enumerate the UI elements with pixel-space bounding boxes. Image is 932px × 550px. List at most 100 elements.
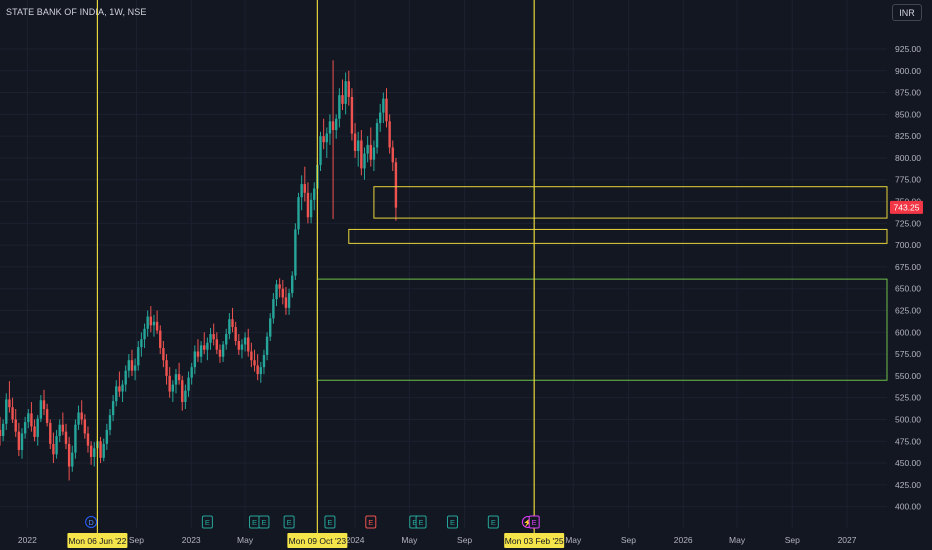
price-tick-label: 825.00 — [895, 131, 921, 141]
candle-body — [243, 337, 247, 345]
candle-body — [155, 321, 159, 331]
candle-body — [375, 123, 379, 148]
candle-body — [17, 431, 21, 450]
candle-body — [168, 375, 171, 392]
candle-body — [209, 334, 212, 343]
event-marker-label: E — [368, 518, 373, 527]
event-marker-label: E — [419, 518, 424, 527]
candle-body — [313, 188, 316, 200]
time-tick-label: May — [237, 535, 254, 545]
price-tick-label: 875.00 — [895, 88, 921, 98]
candle-body — [369, 144, 372, 160]
candle-body — [30, 413, 33, 427]
candle-body — [64, 431, 68, 444]
price-tick-label: 400.00 — [895, 502, 921, 512]
candle-body — [27, 413, 30, 423]
price-axis[interactable]: 925.00 900.00 875.00 850.00 825.00 800.00 775.… — [895, 44, 921, 512]
earnings-marker-icon — [415, 515, 427, 529]
earnings-marker-icon — [487, 515, 499, 529]
candle-body — [105, 429, 109, 444]
candle-body — [297, 197, 300, 230]
candle-body — [20, 433, 24, 450]
price-tick-label: 625.00 — [895, 305, 921, 315]
price-tick-label: 700.00 — [895, 240, 921, 250]
candle-body — [111, 401, 115, 416]
event-marker-label: E — [327, 518, 332, 527]
candle-body — [93, 448, 96, 457]
candle-body — [133, 365, 137, 371]
symbol-title: STATE BANK OF INDIA, 1W, NSE — [6, 7, 147, 17]
candle-body — [287, 293, 291, 308]
candle-body — [124, 370, 127, 385]
candle-body — [49, 422, 52, 444]
candle-body — [234, 327, 237, 342]
candle-body — [284, 297, 288, 308]
candle-body — [372, 147, 376, 160]
date-label-text: Mon 06 Jun '22 — [68, 536, 126, 546]
event-marker-label: E — [261, 518, 266, 527]
candle-body — [228, 319, 231, 335]
candle-body — [45, 409, 49, 423]
date-label-text: Mon 09 Oct '23 — [289, 536, 347, 546]
zone-rectangle — [348, 228, 888, 244]
candle-body — [42, 400, 46, 410]
candle-body — [108, 415, 112, 430]
candle-body — [14, 419, 17, 432]
candle-body — [36, 418, 39, 437]
candle-body — [127, 360, 131, 371]
event-marker-label: ⚡ — [523, 518, 532, 527]
currency-button[interactable]: INR — [892, 4, 922, 21]
candle-body — [130, 360, 134, 371]
candle-body — [253, 360, 256, 366]
candle-body — [187, 377, 190, 391]
candle-body — [174, 374, 178, 385]
price-tick-label: 475.00 — [895, 436, 921, 446]
time-tick-label: 2024 — [346, 535, 365, 545]
candle-body — [382, 98, 385, 113]
time-tick-label: May — [729, 535, 746, 545]
price-tick-label: 775.00 — [895, 175, 921, 185]
time-tick-label: May — [565, 535, 582, 545]
candle-body — [184, 390, 187, 403]
time-tick-label: Sep — [457, 535, 472, 545]
candle-body — [291, 275, 294, 294]
candle-body — [265, 336, 269, 355]
candle-body — [360, 140, 363, 169]
candle-body — [269, 318, 272, 337]
candle-body — [363, 153, 366, 169]
candle-body — [171, 384, 175, 392]
price-tick-label: 575.00 — [895, 349, 921, 359]
candle-body — [259, 367, 263, 375]
earnings-marker-icon — [446, 515, 458, 529]
candle-body — [99, 441, 102, 458]
candle-body — [262, 354, 266, 368]
candle-body — [294, 229, 297, 276]
candle-body — [149, 316, 153, 326]
candle-body — [335, 118, 338, 131]
candle-body — [67, 443, 71, 467]
last-price-text: 743.25 — [894, 202, 920, 212]
candle-body — [250, 351, 253, 361]
candle-body — [256, 365, 259, 375]
candle-body — [344, 81, 347, 104]
candle-body — [61, 424, 65, 432]
candle-body — [306, 192, 310, 218]
candle-body — [325, 133, 328, 143]
candle-body — [218, 349, 222, 357]
candle-body — [146, 316, 149, 329]
candle-body — [181, 380, 184, 403]
time-axis[interactable]: 2022 Sep 2023 May 2024 May Sep May Sep 2026 May Sep… — [18, 535, 857, 545]
event-marker-label: E — [532, 518, 537, 527]
candle-body — [102, 443, 105, 458]
price-tick-label: 900.00 — [895, 66, 921, 76]
date-label-text: Mon 03 Feb '25 — [505, 536, 564, 546]
time-tick-label: 2022 — [18, 535, 37, 545]
date-label-box — [504, 533, 565, 548]
candle-body — [1, 423, 5, 437]
candle-body — [159, 330, 162, 348]
candle-body — [319, 136, 322, 165]
event-marker-label: E — [287, 518, 292, 527]
candle-body — [118, 386, 121, 392]
